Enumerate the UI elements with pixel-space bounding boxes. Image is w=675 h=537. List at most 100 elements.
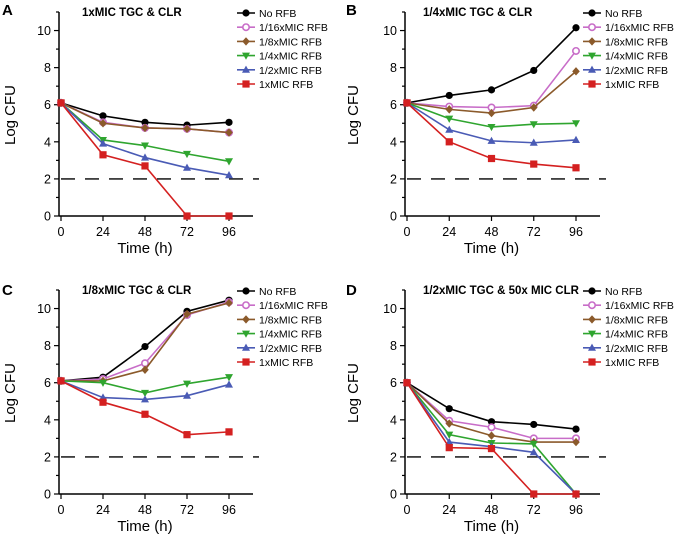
data-point (225, 374, 233, 382)
y-tick-label: 8 (44, 339, 51, 353)
data-point (225, 428, 233, 436)
data-point (183, 163, 191, 171)
data-point (99, 398, 107, 406)
data-point (445, 105, 454, 114)
data-point (445, 419, 454, 428)
data-point (572, 67, 580, 76)
panel-letter: D (346, 282, 357, 299)
data-point (225, 212, 233, 220)
legend-label: 1/2xMIC RFB (605, 343, 668, 355)
legend-marker (242, 37, 250, 46)
x-tick-label: 24 (96, 225, 110, 239)
data-point (183, 124, 191, 134)
legend-label: 1/4xMIC RFB (605, 329, 668, 341)
data-point (403, 99, 411, 107)
data-point (530, 420, 538, 429)
x-tick-label: 96 (222, 503, 236, 517)
y-tick-label: 4 (44, 413, 51, 427)
legend-marker (242, 315, 250, 324)
panel-letter: B (346, 2, 357, 19)
data-point (57, 99, 65, 107)
y-tick-label: 0 (44, 488, 51, 502)
series-no-rfb (403, 24, 580, 107)
x-tick-label: 0 (58, 503, 65, 517)
y-tick-label: 6 (44, 98, 51, 112)
data-point (487, 123, 496, 132)
data-point (487, 154, 496, 163)
data-point (183, 431, 191, 439)
y-tick-label: 8 (390, 61, 397, 75)
x-tick-label: 48 (485, 503, 499, 517)
legend-marker (242, 65, 250, 73)
x-tick-label: 96 (569, 503, 583, 517)
legend: No RFB 1/16xMIC RFB 1/8xMIC RFB 1/4xMIC RFB… (583, 286, 674, 369)
x-axis-label: Time (h) (117, 518, 172, 535)
data-point (99, 112, 107, 120)
data-point (529, 448, 538, 456)
data-point (445, 91, 453, 100)
series-1xmic-rfb (57, 99, 233, 220)
x-axis-label: Time (h) (464, 240, 519, 257)
legend-label: 1/16xMIC RFB (605, 300, 674, 312)
legend-marker (242, 80, 250, 88)
legend-marker (588, 330, 596, 338)
y-tick-label: 4 (44, 135, 51, 149)
data-point (183, 391, 191, 399)
panel-title: 1/2xMIC TGC & 50x MIC CLR (423, 285, 580, 297)
data-point (572, 437, 580, 447)
y-tick-label: 2 (44, 172, 51, 186)
legend-marker (242, 343, 250, 351)
y-axis-label: Log CFU (2, 85, 19, 145)
data-point (530, 160, 538, 168)
x-tick-label: 24 (442, 503, 456, 517)
legend-label: 1/4xMIC RFB (259, 51, 322, 63)
x-tick-label: 48 (138, 225, 152, 239)
panel-title: 1/4xMIC TGC & CLR (423, 7, 533, 19)
legend-label: 1xMIC RFB (605, 79, 659, 91)
legend-label: 1/16xMIC RFB (259, 22, 328, 34)
data-point (572, 425, 580, 433)
data-point (141, 118, 149, 126)
x-axis-label: Time (h) (464, 518, 519, 535)
data-point (572, 164, 580, 172)
data-point (487, 86, 496, 94)
series-1xmic-rfb (403, 379, 580, 498)
x-tick-label: 24 (442, 225, 456, 239)
legend-label: 1/16xMIC RFB (259, 300, 328, 312)
y-tick-label: 10 (37, 302, 51, 316)
legend-marker (587, 301, 596, 310)
y-tick-label: 0 (390, 210, 397, 224)
y-tick-label: 2 (44, 450, 51, 464)
data-point (403, 379, 411, 387)
data-point (141, 365, 149, 374)
data-point (487, 423, 496, 432)
data-point (99, 379, 107, 387)
data-point (445, 444, 453, 452)
legend-marker (242, 287, 250, 295)
data-point (183, 380, 191, 388)
x-tick-label: 24 (96, 503, 110, 517)
data-point (99, 151, 107, 159)
data-point (530, 490, 538, 498)
y-tick-label: 10 (37, 24, 51, 38)
x-tick-label: 0 (404, 503, 411, 517)
legend: No RFB 1/16xMIC RFB 1/8xMIC RFB 1/4xMIC RFB… (237, 286, 328, 369)
legend-marker (588, 65, 596, 73)
legend-marker (588, 343, 596, 351)
y-tick-label: 6 (390, 376, 397, 390)
data-point (445, 405, 453, 413)
series-1xmic-rfb (57, 377, 233, 439)
series-1-16xmic-rfb (402, 46, 580, 112)
y-tick-label: 8 (44, 61, 51, 75)
y-tick-label: 2 (390, 450, 397, 464)
y-tick-label: 10 (383, 24, 397, 38)
y-tick-label: 8 (390, 339, 397, 353)
x-tick-label: 96 (222, 225, 236, 239)
x-tick-label: 72 (180, 503, 194, 517)
data-point (572, 24, 580, 32)
series-line (60, 380, 230, 436)
